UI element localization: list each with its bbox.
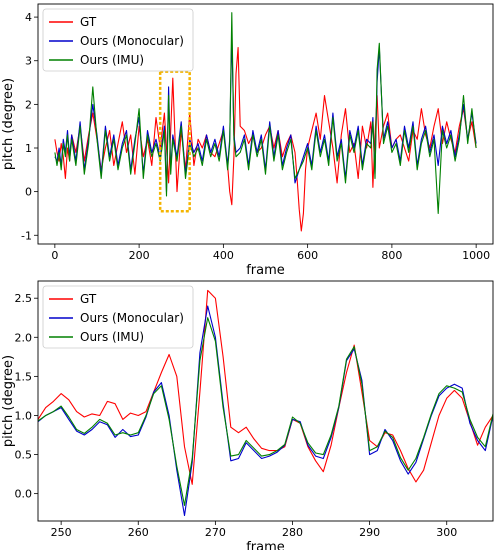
chart-panel-2: 250 260 270 280 290 300 0.0 0.5 1.0 1.5 2.0 2.5 fram…: [1, 280, 494, 554]
x-axis-label: frame: [246, 540, 285, 550]
chart-panel-1: 0 200 400 600 800 1000 -1 0 1 2 3 4 frame pitch (degr…: [1, 3, 494, 278]
x-tick-label: 290: [359, 526, 380, 539]
y-tick-label: 1: [25, 142, 32, 155]
x-tick-label: 400: [213, 249, 234, 262]
y-tick-label: 1.0: [15, 409, 33, 422]
y-tick-label: 1.5: [15, 370, 33, 383]
y-tick-label: 0.0: [15, 488, 33, 501]
x-tick-label: 1000: [462, 249, 490, 262]
y-tick-label: 2: [25, 98, 32, 111]
y-axis-label: pitch (degree): [1, 355, 16, 447]
y-tick-label: 4: [25, 11, 32, 24]
legend: GT Ours (Monocular) Ours (IMU): [42, 8, 194, 72]
legend-label: GT: [80, 15, 97, 29]
legend-label: GT: [80, 292, 97, 306]
y-tick-label: 0.5: [15, 449, 33, 462]
y-tick-label: -1: [21, 229, 32, 242]
x-tick-label: 270: [205, 526, 226, 539]
legend: GT Ours (Monocular) Ours (IMU): [42, 285, 194, 349]
legend-label: Ours (IMU): [80, 53, 144, 67]
plot-frame: [37, 3, 494, 245]
legend-box: [42, 8, 194, 72]
series-line-gt: [54, 47, 477, 232]
series-group: [38, 289, 493, 517]
y-tick-label: 2.5: [15, 292, 33, 305]
series-group: [54, 12, 477, 232]
series-line-ours-monocular: [38, 305, 493, 517]
x-tick-label: 600: [297, 249, 318, 262]
series-line-gt: [38, 289, 493, 485]
series-line-ours-imu: [54, 12, 477, 215]
plot-frame: [37, 280, 494, 522]
x-tick-label: 200: [129, 249, 150, 262]
x-tick-label: 260: [128, 526, 149, 539]
legend-label: Ours (IMU): [80, 330, 144, 344]
y-tick-label: 0: [25, 186, 32, 199]
series-line-ours-monocular: [54, 33, 477, 193]
x-tick-label: 280: [282, 526, 303, 539]
y-axis-label: pitch (degree): [1, 78, 16, 170]
legend-label: Ours (Monocular): [80, 311, 184, 325]
x-tick-label: 250: [51, 526, 72, 539]
x-tick-label: 300: [436, 526, 457, 539]
legend-label: Ours (Monocular): [80, 34, 184, 48]
x-axis-label: frame: [246, 263, 285, 278]
legend-box: [42, 285, 194, 349]
x-tick-label: 800: [381, 249, 402, 262]
y-tick-label: 3: [25, 55, 32, 68]
series-line-ours-imu: [38, 317, 493, 506]
y-tick-label: 2.0: [15, 331, 33, 344]
x-tick-label: 0: [51, 249, 58, 262]
